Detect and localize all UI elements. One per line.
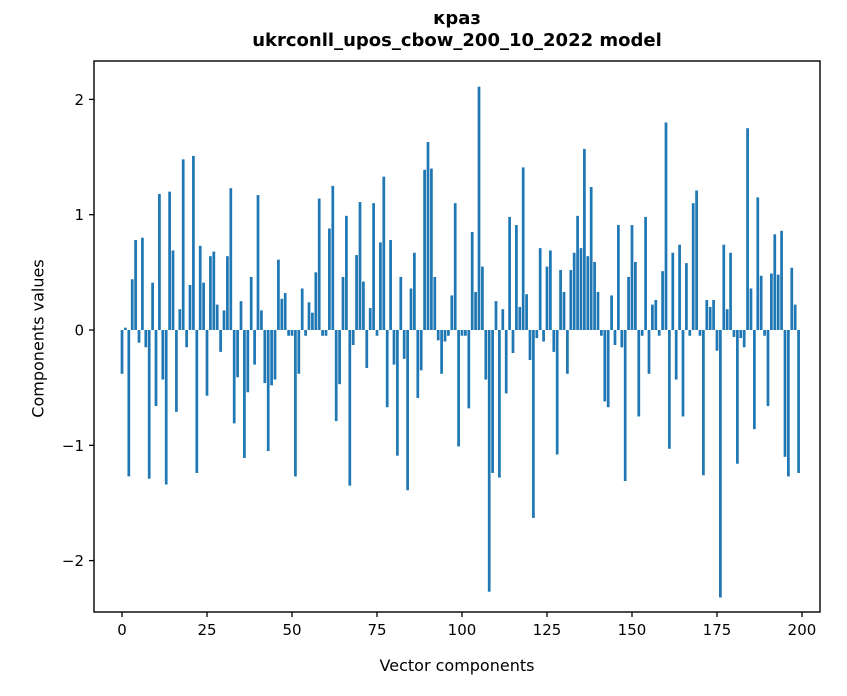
svg-text:50: 50 [282, 621, 301, 639]
svg-text:75: 75 [367, 621, 386, 639]
x-axis-label: Vector components [379, 656, 535, 675]
y-tick-labels: 2 1 0 −1 −2 [62, 91, 84, 570]
chart-title-block: краз ukrconll_upos_cbow_200_10_2022 mode… [94, 8, 820, 52]
svg-text:1: 1 [74, 206, 84, 224]
svg-text:0: 0 [117, 621, 127, 639]
svg-text:−2: −2 [62, 552, 84, 570]
svg-text:150: 150 [618, 621, 647, 639]
bars [120, 86, 800, 598]
svg-text:−1: −1 [62, 437, 84, 455]
x-axis-ticks [121, 612, 803, 617]
y-axis-label: Components values [28, 259, 48, 418]
svg-text:175: 175 [703, 621, 732, 639]
svg-text:0: 0 [74, 322, 84, 340]
svg-text:25: 25 [197, 621, 216, 639]
chart-title: краз [433, 8, 481, 29]
svg-text:100: 100 [448, 621, 477, 639]
svg-text:200: 200 [788, 621, 817, 639]
svg-text:125: 125 [533, 621, 562, 639]
x-tick-labels: 0 25 50 75 100 125 150 175 200 [117, 621, 816, 639]
svg-text:2: 2 [74, 91, 84, 109]
y-axis-ticks [89, 98, 94, 562]
plot-border [93, 60, 821, 613]
chart-subtitle: ukrconll_upos_cbow_200_10_2022 model [252, 30, 662, 51]
